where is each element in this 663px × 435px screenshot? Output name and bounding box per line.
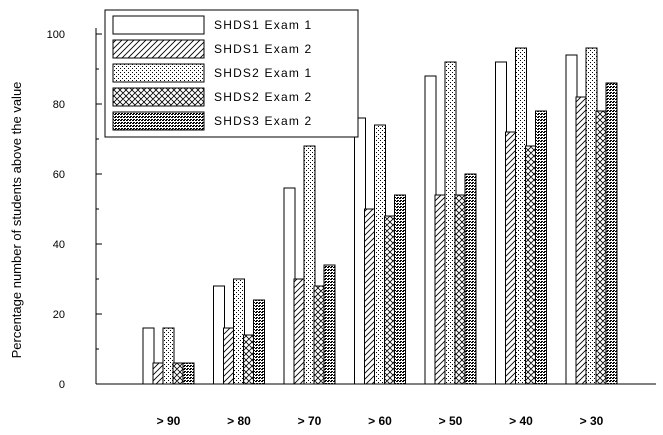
bar-shds1-exam-1-0: [142, 327, 155, 385]
bar-shds2-exam-2-1: [243, 334, 255, 385]
bar-shds1-exam-2-4: [434, 194, 447, 385]
y-tick-label: 0: [59, 379, 65, 391]
x-tick-labels: > 90 > 80 > 70 > 60 > 50 > 40 > 30: [157, 414, 604, 428]
y-tick-label: 60: [53, 169, 65, 181]
x-tick-label: > 80: [227, 414, 251, 428]
y-tick-label: 80: [53, 99, 65, 111]
bar-shds2-exam-1-5: [515, 47, 527, 385]
bar-shds2-exam-1-1: [233, 278, 245, 385]
y-tick-label: 20: [53, 309, 65, 321]
bar-shds1-exam-1-1: [213, 285, 225, 385]
bar-shds1-exam-2-5: [505, 131, 517, 385]
x-tick-label: > 60: [368, 414, 392, 428]
y-tick-label: 40: [53, 239, 65, 251]
y-tick-label: 100: [47, 29, 65, 41]
bar-shds1-exam-2-1: [223, 327, 235, 385]
legend-swatch: [112, 15, 205, 35]
bar-shds2-exam-2-2: [313, 285, 326, 385]
y-ticks: 0 20 40 60 80 100: [47, 29, 102, 391]
bar-shds1-exam-2-3: [364, 208, 376, 385]
x-tick-label: > 90: [157, 414, 181, 428]
bar-shds1-exam-2-2: [293, 278, 306, 385]
legend-label: SHDS1 Exam 2: [214, 42, 312, 56]
legend-label: SHDS3 Exam 2: [214, 114, 312, 128]
bar-shds2-exam-2-6: [595, 110, 608, 385]
x-tick-label: > 30: [580, 414, 604, 428]
bars-layer: [142, 47, 618, 385]
bar-shds2-exam-1-4: [444, 61, 457, 385]
legend-swatch: [112, 87, 205, 107]
bar-shds3-exam-2-0: [182, 362, 195, 385]
bar-shds1-exam-1-4: [424, 75, 437, 385]
legend-label: SHDS1 Exam 1: [214, 18, 312, 32]
legend-swatch: [112, 63, 205, 83]
bar-shds2-exam-2-3: [384, 215, 396, 385]
bar-shds1-exam-1-5: [495, 61, 507, 385]
legend-label: SHDS2 Exam 1: [214, 66, 312, 80]
legend: SHDS1 Exam 1 SHDS1 Exam 2 SHDS2 Exam 1 SHDS…: [104, 9, 359, 138]
bar-shds2-exam-1-0: [162, 327, 175, 385]
bar-shds3-exam-2-5: [535, 110, 547, 385]
bar-shds3-exam-2-6: [605, 82, 618, 385]
x-tick-label: > 70: [298, 414, 322, 428]
bar-shds3-exam-2-1: [253, 299, 265, 385]
bar-shds1-exam-1-3: [354, 117, 366, 385]
legend-swatch: [112, 111, 205, 131]
bar-shds2-exam-2-4: [454, 194, 467, 385]
bar-shds1-exam-2-0: [152, 362, 165, 385]
x-tick-label: > 50: [439, 414, 463, 428]
y-axis-title: Percentage number of students above the …: [9, 82, 24, 359]
bar-shds3-exam-2-2: [323, 264, 336, 385]
bar-shds1-exam-1-2: [283, 187, 296, 385]
x-tick-label: > 40: [509, 414, 533, 428]
bar-shds1-exam-2-6: [575, 96, 588, 385]
bar-shds2-exam-2-0: [172, 362, 185, 385]
bar-shds2-exam-1-2: [303, 145, 316, 385]
bar-shds1-exam-1-6: [565, 54, 578, 385]
bar-shds2-exam-2-5: [525, 145, 537, 385]
bar-shds2-exam-1-6: [585, 47, 598, 385]
bar-shds3-exam-2-3: [394, 194, 406, 385]
legend-label: SHDS2 Exam 2: [214, 90, 312, 104]
legend-swatch: [112, 39, 205, 59]
bar-shds2-exam-1-3: [374, 124, 386, 385]
bar-shds3-exam-2-4: [464, 173, 477, 385]
